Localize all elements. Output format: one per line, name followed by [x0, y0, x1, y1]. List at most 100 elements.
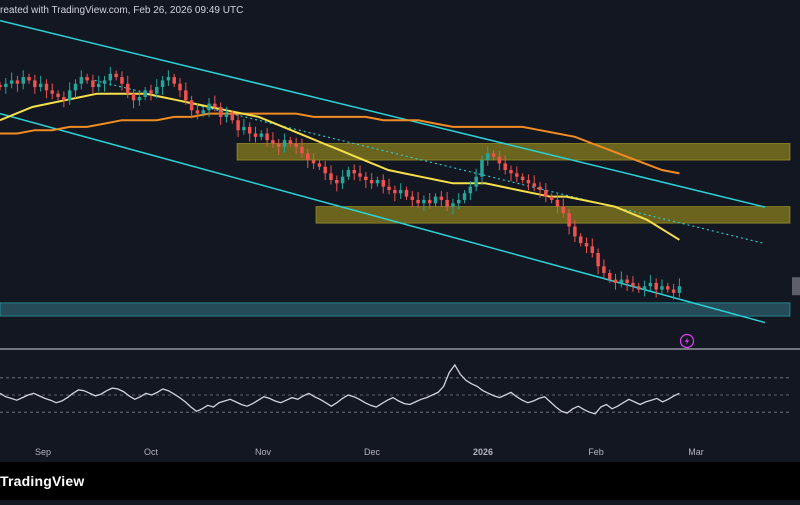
candle[interactable] [311, 153, 316, 170]
candle[interactable] [456, 193, 461, 209]
candle[interactable] [515, 166, 519, 183]
candle[interactable] [335, 175, 339, 192]
candle[interactable] [73, 79, 78, 99]
candle[interactable] [642, 280, 647, 297]
candle[interactable] [555, 194, 560, 214]
candle[interactable] [584, 237, 589, 254]
candle[interactable] [503, 155, 507, 175]
candle[interactable] [102, 75, 107, 92]
candle[interactable] [15, 75, 20, 92]
candle[interactable] [306, 148, 310, 169]
candle[interactable] [590, 238, 595, 258]
candle[interactable] [120, 71, 124, 91]
candle[interactable] [352, 164, 356, 181]
candle[interactable] [0, 81, 2, 91]
zone-support-lower[interactable] [0, 302, 791, 317]
candle[interactable] [300, 138, 304, 158]
candle[interactable] [155, 79, 159, 99]
candle[interactable] [56, 90, 60, 101]
candle[interactable] [480, 155, 484, 185]
candle[interactable] [602, 259, 606, 279]
candle[interactable] [561, 198, 566, 218]
candle[interactable] [567, 208, 571, 235]
channel-upper-line[interactable] [0, 19, 766, 208]
candle[interactable] [236, 114, 240, 138]
candle[interactable] [265, 127, 269, 147]
candle[interactable] [474, 168, 478, 192]
candle[interactable] [166, 70, 171, 87]
candle[interactable] [143, 87, 147, 101]
candle[interactable] [416, 191, 420, 208]
candle[interactable] [358, 165, 362, 182]
candle[interactable] [509, 165, 513, 182]
candle[interactable] [398, 183, 403, 199]
candle[interactable] [654, 278, 658, 298]
rsi-line[interactable] [0, 363, 680, 415]
candle[interactable] [625, 275, 629, 291]
candle[interactable] [108, 66, 113, 87]
candle[interactable] [224, 106, 229, 123]
candle[interactable] [33, 74, 37, 94]
candle[interactable] [178, 78, 182, 98]
candle[interactable] [433, 193, 438, 207]
candle[interactable] [131, 89, 136, 109]
candle[interactable] [637, 282, 641, 293]
candle[interactable] [323, 161, 327, 181]
candle[interactable] [253, 126, 258, 143]
candle[interactable] [404, 186, 409, 200]
candle[interactable] [544, 183, 548, 203]
candle[interactable] [172, 73, 176, 88]
candle[interactable] [666, 282, 670, 293]
candle[interactable] [4, 78, 8, 94]
candle[interactable] [497, 151, 502, 171]
candle[interactable] [613, 273, 618, 290]
candle[interactable] [294, 137, 298, 154]
candle[interactable] [114, 70, 118, 81]
candle[interactable] [62, 91, 66, 108]
candle[interactable] [329, 165, 333, 185]
candle[interactable] [677, 278, 682, 298]
candle[interactable] [85, 73, 89, 84]
candle[interactable] [207, 97, 211, 118]
candle[interactable] [160, 75, 165, 96]
candle[interactable] [532, 175, 536, 192]
candle[interactable] [427, 193, 432, 209]
candle[interactable] [21, 70, 25, 90]
candle[interactable] [282, 133, 287, 153]
candle[interactable] [375, 176, 380, 187]
candle[interactable] [50, 83, 55, 100]
candle[interactable] [462, 189, 467, 204]
candle[interactable] [526, 174, 531, 191]
candle[interactable] [213, 95, 217, 112]
ma-fast-line[interactable] [0, 92, 680, 241]
candle[interactable] [486, 146, 490, 166]
zone-resistance[interactable] [236, 143, 791, 161]
candle[interactable] [317, 160, 322, 171]
candle[interactable] [230, 110, 235, 124]
candle[interactable] [573, 219, 577, 243]
candle[interactable] [189, 95, 194, 119]
candle[interactable] [387, 178, 391, 195]
candle[interactable] [445, 191, 449, 212]
candle[interactable] [578, 233, 583, 247]
candle[interactable] [346, 166, 351, 180]
candle[interactable] [288, 136, 293, 147]
candle[interactable] [491, 150, 496, 161]
candle[interactable] [648, 274, 653, 291]
candle[interactable] [619, 271, 624, 288]
candle[interactable] [195, 103, 200, 120]
candle[interactable] [340, 169, 345, 189]
candle[interactable] [9, 72, 14, 89]
tradingview-brand-label[interactable]: TradingView [0, 473, 85, 489]
candle[interactable] [422, 195, 426, 212]
candle[interactable] [410, 190, 415, 207]
candle[interactable] [451, 198, 455, 215]
candle[interactable] [27, 73, 31, 84]
candle[interactable] [184, 82, 188, 105]
candle[interactable] [201, 106, 205, 117]
candle[interactable] [271, 132, 275, 148]
candle[interactable] [96, 75, 101, 92]
candle[interactable] [671, 283, 676, 300]
candle[interactable] [549, 193, 554, 204]
